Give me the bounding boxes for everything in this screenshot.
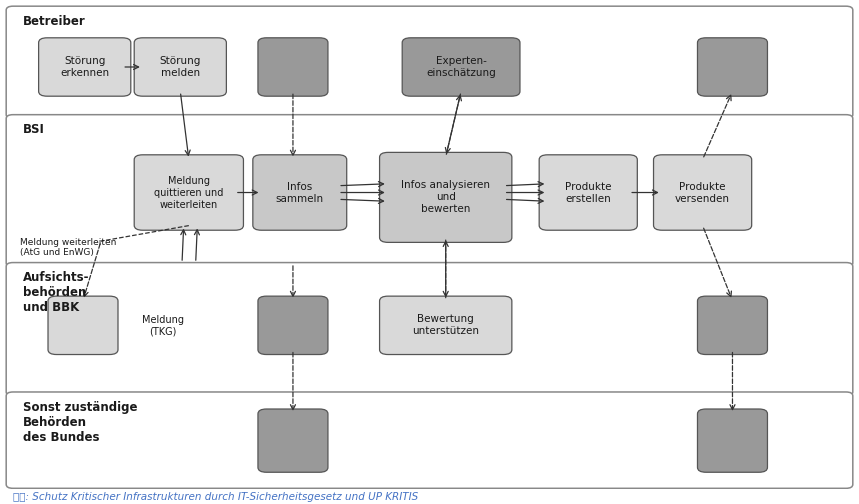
FancyBboxPatch shape [698,409,767,472]
FancyBboxPatch shape [258,38,328,96]
FancyBboxPatch shape [134,155,243,230]
Text: Betreiber: Betreiber [23,15,86,28]
FancyBboxPatch shape [698,38,767,96]
FancyBboxPatch shape [654,155,752,230]
FancyBboxPatch shape [258,409,328,472]
Text: Meldung weiterleiten
(AtG und EnWG): Meldung weiterleiten (AtG und EnWG) [20,238,116,257]
FancyBboxPatch shape [539,155,637,230]
Text: Störung
erkennen: Störung erkennen [60,56,109,78]
Text: Produkte
erstellen: Produkte erstellen [565,181,612,204]
FancyBboxPatch shape [6,115,853,267]
Text: Störung
melden: Störung melden [160,56,201,78]
FancyBboxPatch shape [48,296,118,354]
FancyBboxPatch shape [6,392,853,488]
FancyBboxPatch shape [380,152,512,242]
FancyBboxPatch shape [134,38,227,96]
Text: Infos
sammeln: Infos sammeln [276,181,324,204]
Text: Bewertung
unterstützen: Bewertung unterstützen [412,314,479,336]
FancyBboxPatch shape [39,38,131,96]
Text: BSI: BSI [23,123,46,137]
FancyBboxPatch shape [253,155,347,230]
Text: Produkte
versenden: Produkte versenden [675,181,730,204]
FancyBboxPatch shape [380,296,512,354]
FancyBboxPatch shape [6,263,853,396]
FancyBboxPatch shape [698,296,767,354]
Text: Experten-
einschätzung: Experten- einschätzung [426,56,496,78]
FancyBboxPatch shape [258,296,328,354]
Text: Meldung
quittieren und
weiterleiten: Meldung quittieren und weiterleiten [154,175,223,210]
Text: Infos analysieren
und
bewerten: Infos analysieren und bewerten [401,180,490,214]
Text: Sonst zuständige
Behörden
des Bundes: Sonst zuständige Behörden des Bundes [23,401,137,444]
FancyBboxPatch shape [402,38,520,96]
Text: 자료: Schutz Kritischer Infrastrukturen durch IT-Sicherheitsgesetz und UP KRITIS: 자료: Schutz Kritischer Infrastrukturen du… [13,492,418,501]
Text: Aufsichts-
behörden
und BBK: Aufsichts- behörden und BBK [23,271,89,314]
Text: Meldung
(TKG): Meldung (TKG) [143,314,184,336]
FancyBboxPatch shape [6,6,853,118]
